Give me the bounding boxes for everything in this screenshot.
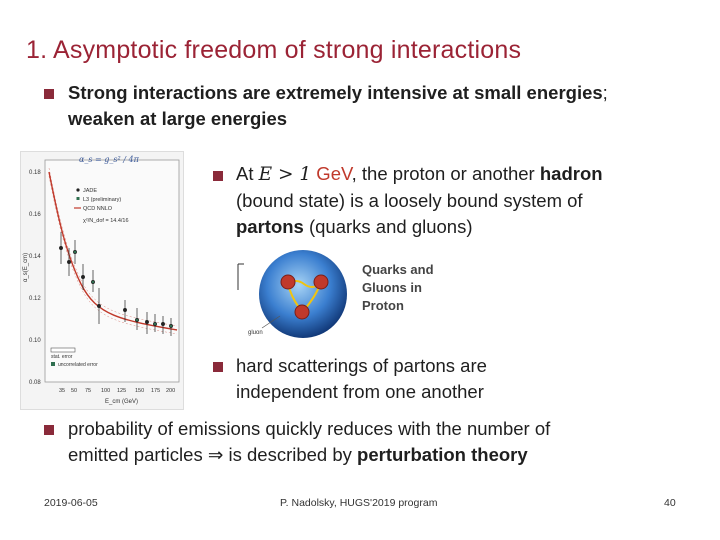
data-point (161, 322, 165, 326)
y-axis-label: α_s(E_cm) (23, 253, 29, 282)
plot-frame (44, 159, 180, 383)
x-tick-label: 100 (101, 388, 110, 394)
bullet-3-line2: independent from one another (236, 381, 484, 402)
bullet-1-semicolon: ; (602, 82, 608, 103)
bullet-4-bold: perturbation theory (357, 444, 528, 465)
bullet-1-text: Strong interactions are extremely intens… (68, 80, 688, 132)
bullet-2-rest: , the proton or another (351, 163, 540, 184)
proton-caption-line: Proton (362, 298, 404, 313)
implies-arrow-icon: ⇒ (207, 444, 224, 465)
legend-entry: QCD NNLO (83, 206, 113, 212)
bullet-2-math: E > 1 (258, 164, 312, 185)
x-tick-label: 175 (151, 388, 160, 394)
quark (280, 274, 296, 290)
data-point (135, 318, 139, 322)
x-tick-label: 125 (117, 388, 126, 394)
legend-marker-l3 (76, 197, 80, 200)
data-points (59, 232, 173, 336)
proton-caption-line: Gluons in (362, 280, 422, 295)
proton-caption-line: Quarks and (362, 262, 434, 277)
qcd-band-lower (48, 175, 178, 335)
footer-page-number: 40 (664, 497, 676, 509)
bullet-2-text: At E > 1 GeV, the proton or another hadr… (236, 161, 706, 240)
y-tick-label: 0.18 (29, 170, 41, 176)
bullet-1-marker (44, 89, 54, 99)
bullet-1-line2: weaken at large energies (68, 108, 288, 129)
bullet-4-text: probability of emissions quickly reduces… (68, 416, 708, 468)
gluon-label: gluon (248, 330, 263, 336)
data-point (97, 304, 101, 308)
y-tick-label: 0.08 (29, 380, 41, 386)
bullet-4-line2-mid: is described by (223, 444, 358, 465)
bullet-4-line2-start: emitted particles (68, 444, 208, 465)
data-point (153, 322, 157, 326)
bullet-1-bold: Strong interactions are extremely intens… (68, 82, 603, 103)
bullet-2-hadron: hadron (539, 163, 603, 184)
x-tick-label: 50 (71, 388, 77, 394)
footer-date: 2019-06-05 (44, 497, 98, 509)
bullet-2-marker (213, 171, 223, 181)
x-tick-label: 35 (59, 388, 65, 394)
y-tick-labels: 0.18 0.16 0.14 0.12 0.10 0.08 (29, 170, 41, 386)
bullet-3-line1: hard scatterings of partons are (236, 355, 487, 376)
data-point (81, 275, 85, 279)
qcd-band-upper (48, 167, 178, 327)
bullet-2-partons: partons (236, 216, 304, 237)
bullet-3-text: hard scatterings of partons are independ… (236, 353, 706, 405)
quark (294, 304, 310, 320)
legend-entry: JADE (83, 188, 97, 194)
quark (313, 274, 329, 290)
y-tick-label: 0.10 (29, 338, 41, 344)
data-point (91, 280, 95, 284)
stat-error-swatch (50, 347, 76, 353)
bullet-2-at: At (236, 163, 259, 184)
data-point (73, 250, 77, 254)
x-tick-label: 200 (166, 388, 175, 394)
bullet-4-line1: probability of emissions quickly reduces… (68, 418, 551, 439)
x-axis-label: E_cm (GeV) (105, 399, 138, 405)
bullet-2-unit: GeV (311, 163, 352, 184)
y-tick-label: 0.16 (29, 212, 41, 218)
plot-legend: JADE L3 (preliminary) QCD NNLO χ²/N_dof … (83, 188, 129, 224)
plot-header: α_s = g_s² / 4π (79, 155, 140, 164)
y-tick-label: 0.14 (29, 254, 41, 260)
alpha-s-plot: α_s = g_s² / 4π 0.18 0.16 0.14 0.12 0.10… (20, 151, 184, 410)
sublegend-entry: uncorrelated error (58, 362, 98, 368)
bullet-4-marker (44, 425, 54, 435)
slide-title: 1. Asymptotic freedom of strong interact… (26, 36, 522, 64)
legend-entry: L3 (preliminary) (83, 197, 121, 203)
legend-marker-jade (76, 188, 80, 192)
qcd-curve (48, 171, 178, 331)
data-point (145, 320, 149, 324)
data-point (169, 324, 173, 328)
data-point (59, 246, 63, 250)
bullet-2-line2: (bound state) is a loosely bound system … (236, 190, 583, 211)
y-tick-label: 0.12 (29, 296, 41, 302)
alpha-s-plot-svg: α_s = g_s² / 4π 0.18 0.16 0.14 0.12 0.10… (23, 155, 180, 405)
x-tick-label: 150 (135, 388, 144, 394)
proton-diagram: gluon Quarks and Gluons in Proton (236, 248, 448, 346)
legend-entry: χ²/N_dof = 14.4/16 (83, 218, 129, 224)
proton-diagram-svg: gluon Quarks and Gluons in Proton (237, 250, 434, 338)
sublegend-entry: stat. error (51, 354, 73, 360)
bullet-3-marker (213, 362, 223, 372)
data-point (67, 260, 71, 264)
uncorrelated-error-swatch (51, 362, 55, 366)
footer-center: P. Nadolsky, HUGS'2019 program (280, 497, 438, 509)
gluon-pointer (261, 315, 281, 329)
x-tick-labels: 35 50 75 100 125 150 175 200 (59, 388, 175, 394)
data-point (123, 308, 127, 312)
x-tick-label: 75 (85, 388, 91, 394)
proton-caption: Quarks and Gluons in Proton (362, 262, 434, 313)
bullet-2-line3: (quarks and gluons) (303, 216, 473, 237)
proton-sphere (259, 250, 347, 338)
